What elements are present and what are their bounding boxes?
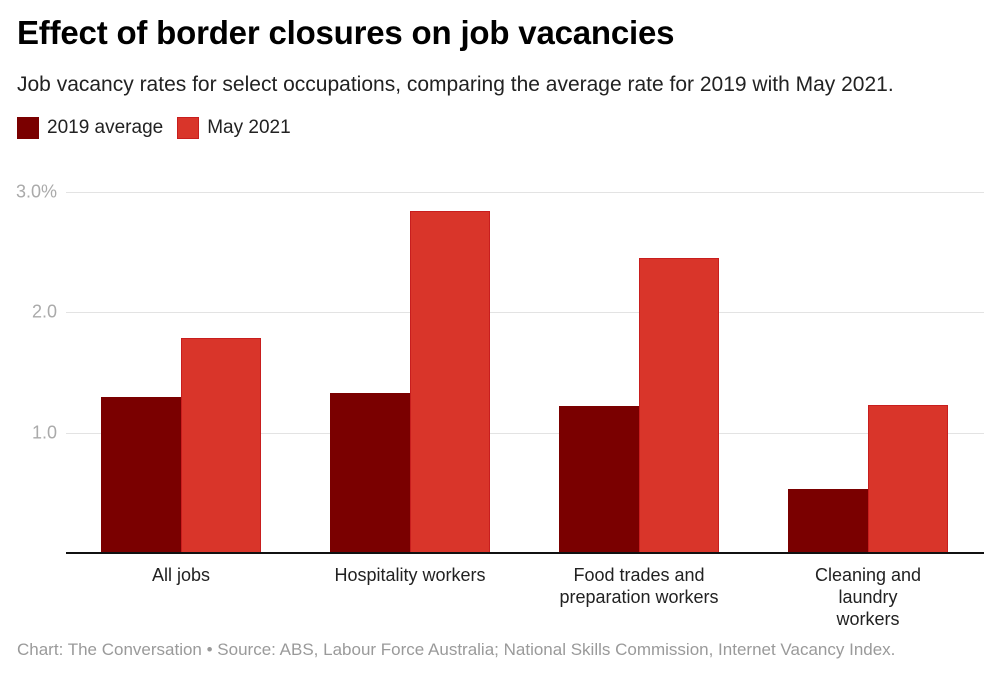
bar-2019 <box>101 396 181 553</box>
bar-2019 <box>559 406 639 553</box>
gridline <box>66 432 984 434</box>
bar-may-2021 <box>639 258 719 553</box>
legend-swatch-may-2021 <box>177 117 200 139</box>
x-tick-label: Food trades and preparation workers <box>559 565 719 607</box>
x-tick-label: Cleaning and laundry workers <box>814 565 922 629</box>
gridline <box>66 192 984 193</box>
x-tick-label: All jobs <box>151 565 211 585</box>
legend-item-2019: 2019 average <box>17 117 163 139</box>
legend-swatch-2019 <box>17 117 39 139</box>
chart-subtitle: Job vacancy rates for select occupations… <box>17 73 894 96</box>
y-tick-label: 1.0 <box>31 422 57 443</box>
legend-label: 2019 average <box>47 117 164 138</box>
chart-title: Effect of border closures on job vacanci… <box>17 14 675 51</box>
x-tick-label: Hospitality workers <box>334 565 486 585</box>
plot-area <box>66 192 984 553</box>
y-tick-label: 2.0 <box>31 301 57 322</box>
bar-may-2021 <box>868 405 948 553</box>
bar-may-2021 <box>181 337 261 553</box>
x-axis-line <box>66 552 984 554</box>
legend-item-may-2021: May 2021 <box>177 117 291 139</box>
y-tick-label: 3.0% <box>15 181 57 202</box>
legend: 2019 average May 2021 <box>17 117 305 139</box>
bar-2019 <box>788 489 868 553</box>
source-footer: Chart: The Conversation • Source: ABS, L… <box>17 640 896 659</box>
bar-2019 <box>330 392 410 553</box>
gridline <box>66 312 984 314</box>
bar-may-2021 <box>410 211 490 553</box>
legend-label: May 2021 <box>207 117 291 138</box>
